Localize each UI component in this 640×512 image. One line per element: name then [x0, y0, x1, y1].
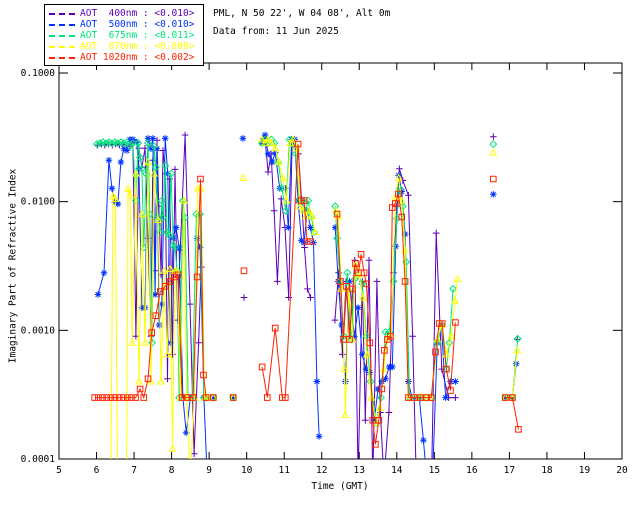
svg-text:17: 17	[504, 465, 515, 476]
svg-text:15: 15	[429, 465, 440, 476]
legend-label-400nm: AOT 400nm : <0.010>	[80, 8, 195, 19]
series-markers	[91, 140, 522, 448]
legend-line-sample-870nm-icon	[49, 45, 76, 48]
legend-label-675nm: AOT 675nm : <0.011>	[80, 30, 195, 41]
x-axis-ticks: 5 6 7 8 9 10 11 12 13 14 15 16 17 18 19 20	[56, 63, 628, 476]
legend-entry-675nm: AOT 675nm : <0.011>	[49, 30, 200, 41]
legend-line-sample-500nm-icon	[49, 23, 76, 26]
svg-text:13: 13	[354, 465, 365, 476]
svg-text:0.1000: 0.1000	[21, 68, 56, 79]
svg-text:5: 5	[56, 465, 62, 476]
legend-line-sample-1020nm-icon	[49, 56, 76, 59]
series-line	[94, 144, 519, 445]
legend-entry-870nm: AOT 870nm : <0.008>	[49, 41, 200, 52]
svg-text:10: 10	[241, 465, 253, 476]
svg-text:0.0001: 0.0001	[21, 454, 56, 465]
svg-text:0.0010: 0.0010	[21, 325, 56, 336]
legend-entry-500nm: AOT 500nm : <0.010>	[49, 19, 200, 30]
legend-label-500nm: AOT 500nm : <0.010>	[80, 19, 195, 30]
site-location-text: PML, N 50 22', W 04 08', Alt 0m	[213, 8, 391, 19]
svg-text:6: 6	[94, 465, 100, 476]
legend-label-870nm: AOT 870nm : <0.008>	[80, 41, 195, 52]
legend-entry-1020nm: AOT 1020nm : <0.002>	[49, 52, 200, 63]
svg-text:9: 9	[206, 465, 212, 476]
y-axis-ticks: 0.1000 0.0100 0.0010 0.0001	[21, 68, 622, 465]
svg-text:0.0100: 0.0100	[21, 197, 56, 208]
svg-text:16: 16	[466, 465, 478, 476]
data-date-text: Data from: 11 Jun 2025	[213, 26, 339, 37]
legend-line-sample-400nm-icon	[49, 12, 76, 15]
svg-text:11: 11	[278, 465, 290, 476]
svg-text:12: 12	[316, 465, 327, 476]
series-aot-1020nm	[91, 140, 522, 448]
x-axis-title: Time (GMT)	[311, 481, 369, 492]
svg-text:8: 8	[169, 465, 175, 476]
plot-border	[58, 62, 623, 460]
series-line	[110, 138, 518, 459]
svg-text:20: 20	[616, 465, 628, 476]
y-axis-title: Imaginary Part of Refractive Index	[7, 168, 19, 364]
svg-text:14: 14	[391, 465, 403, 476]
legend-line-sample-675nm-icon	[49, 34, 76, 37]
legend-label-1020nm: AOT 1020nm : <0.002>	[80, 52, 195, 63]
svg-text:18: 18	[541, 465, 553, 476]
legend-entry-400nm: AOT 400nm : <0.010>	[49, 8, 200, 19]
series-aot-400nm	[94, 131, 521, 459]
svg-text:7: 7	[131, 465, 137, 476]
legend-box: AOT 400nm : <0.010> AOT 500nm : <0.010> …	[44, 4, 204, 66]
svg-text:19: 19	[579, 465, 591, 476]
series-line	[97, 133, 517, 459]
